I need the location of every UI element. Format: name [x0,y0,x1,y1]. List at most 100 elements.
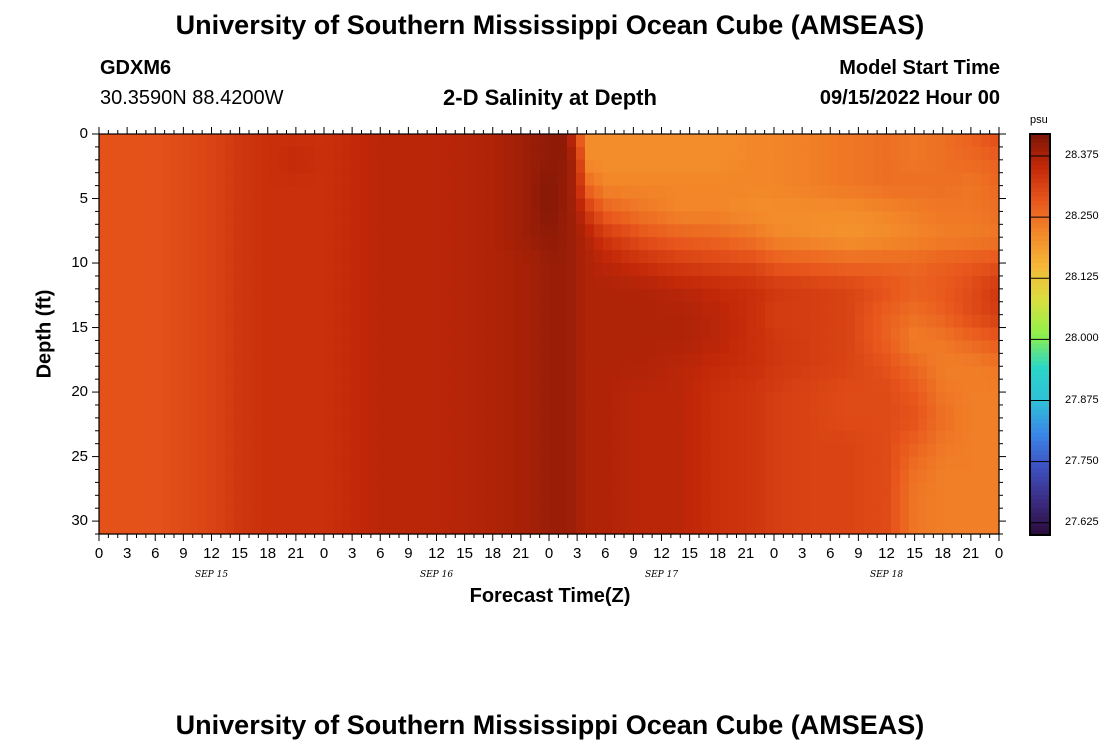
heatmap-cell [765,314,775,329]
heatmap-cell [900,172,910,187]
heatmap-cell [216,159,226,174]
heatmap-cell [198,237,208,251]
heatmap-cell [468,353,478,367]
heatmap-cell [873,495,883,509]
heatmap-cell [900,404,910,419]
heatmap-cell [666,211,676,225]
heatmap-cell [909,172,919,187]
heatmap-cell [828,275,838,290]
heatmap-cell [477,508,487,522]
heatmap-cell [432,417,442,432]
heatmap-cell [189,301,199,316]
heatmap-cell [792,224,802,238]
heatmap-cell [144,353,154,367]
heatmap-cell [225,417,235,432]
heatmap-cell [504,275,514,290]
heatmap-cell [972,392,982,406]
heatmap-cell [945,185,955,200]
heatmap-cell [882,185,892,200]
colorbar-tick-label: 28.000 [1065,332,1099,345]
heatmap-cell [522,430,532,445]
heatmap-cell [342,134,352,148]
heatmap-cell [936,134,946,148]
heatmap-cell [693,185,703,200]
heatmap-cell [432,456,442,471]
heatmap-cell [279,172,289,187]
heatmap-cell [324,430,334,445]
heatmap-cell [477,185,487,200]
heatmap-cell [621,443,631,458]
heatmap-cell [684,172,694,187]
heatmap-cell [765,379,775,393]
heatmap-cell [729,301,739,316]
heatmap-cell [324,327,334,342]
heatmap-cell [279,211,289,225]
heatmap-cell [423,185,433,200]
heatmap-cell [990,211,1000,225]
heatmap-cell [594,134,604,148]
heatmap-cell [243,327,253,342]
heatmap-cell [189,443,199,458]
heatmap-cell [783,314,793,329]
heatmap-cell [900,159,910,174]
colorbar-cell [1030,160,1050,166]
heatmap-cell [351,469,361,483]
heatmap-cell [171,159,181,174]
heatmap-cell [630,392,640,406]
heatmap-cell [243,469,253,483]
heatmap-cell [324,185,334,200]
heatmap-cell [810,327,820,342]
heatmap-cell [603,301,613,316]
heatmap-cell [621,495,631,509]
heatmap-cell [279,456,289,471]
heatmap-cell [360,521,370,535]
heatmap-cell [126,340,136,354]
heatmap-cell [594,288,604,303]
heatmap-cell [306,198,316,213]
heatmap-cell [657,198,667,213]
heatmap-cell [432,134,442,148]
heatmap-cell [648,159,658,174]
heatmap-cell [918,443,928,458]
heatmap-cell [414,224,424,238]
colorbar-cell [1030,285,1050,291]
heatmap-cell [801,456,811,471]
heatmap-cell [459,314,469,329]
heatmap-cell [225,134,235,148]
heatmap-cell [414,495,424,509]
heatmap-cell [153,443,163,458]
heatmap-cell [540,146,550,161]
heatmap-cell [963,430,973,445]
heatmap-cell [873,430,883,445]
heatmap-cell [945,404,955,419]
heatmap-cell [234,469,244,483]
heatmap-cell [990,224,1000,238]
heatmap-cell [765,224,775,238]
heatmap-cell [549,172,559,187]
heatmap-cell [396,482,406,496]
heatmap-cell [909,392,919,406]
heatmap-cell [288,508,298,522]
heatmap-cell [783,521,793,535]
heatmap-cell [846,379,856,393]
heatmap-cell [900,275,910,290]
heatmap-cell [666,275,676,290]
heatmap-cell [297,198,307,213]
heatmap-cell [153,211,163,225]
heatmap-cell [747,392,757,406]
heatmap-cell [234,237,244,251]
heatmap-cell [819,185,829,200]
heatmap-cell [261,301,271,316]
heatmap-cell [801,495,811,509]
heatmap-cell [270,495,280,509]
heatmap-cell [630,224,640,238]
heatmap-cell [729,469,739,483]
heatmap-cell [639,185,649,200]
heatmap-cell [297,159,307,174]
heatmap-cell [729,288,739,303]
heatmap-cell [765,185,775,200]
heatmap-cell [504,392,514,406]
heatmap-cell [576,198,586,213]
heatmap-cell [108,327,118,342]
heatmap-cell [531,404,541,419]
